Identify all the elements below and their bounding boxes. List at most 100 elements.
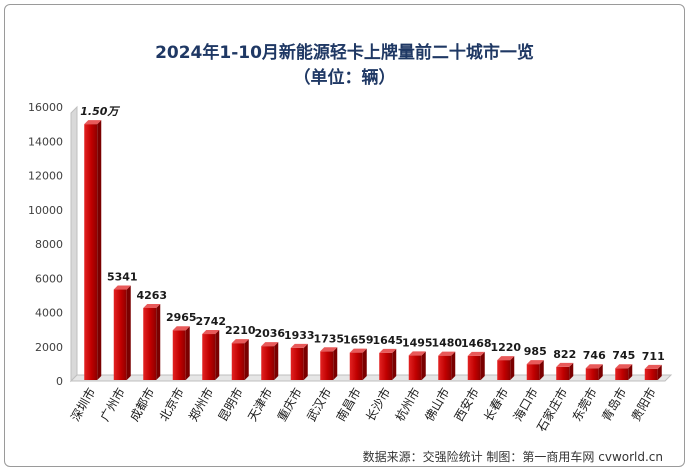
bar-side <box>510 356 515 380</box>
bar-top <box>143 303 161 308</box>
bar-front <box>615 368 629 380</box>
bar-side <box>480 351 485 380</box>
data-source-note: 数据来源：交强险统计 制图：第一商用车网 cvworld.cn <box>362 450 663 464</box>
bar <box>408 351 426 380</box>
bar-data-label: 2210 <box>225 324 256 337</box>
bar-side <box>333 347 338 380</box>
bar <box>172 326 190 380</box>
bar-front <box>172 330 186 380</box>
bar-top <box>84 120 102 125</box>
bar-side <box>539 360 544 380</box>
bar-front <box>438 355 452 380</box>
bar-top <box>556 362 574 367</box>
bar-top <box>320 347 338 352</box>
bar-front <box>379 352 393 380</box>
x-category-label: 重庆市 <box>274 385 305 424</box>
bar <box>113 285 131 380</box>
y-tick-label: 2000 <box>35 341 63 354</box>
bar-side <box>362 348 367 380</box>
bar-side <box>392 348 397 380</box>
bar-top <box>408 351 426 356</box>
y-tick-label: 10000 <box>28 204 63 217</box>
y-axis-wall <box>70 105 78 383</box>
bar-side <box>303 343 308 380</box>
x-category-label: 天津市 <box>244 385 275 424</box>
bar <box>349 348 367 380</box>
x-category-label: 东莞市 <box>569 385 600 424</box>
bar-side <box>628 364 633 380</box>
bar-top <box>172 326 190 331</box>
bar-top <box>585 364 603 369</box>
bar-front <box>84 124 98 380</box>
bar-data-label: 2742 <box>195 315 226 328</box>
y-tick-label: 8000 <box>35 238 63 251</box>
x-category-label: 北京市 <box>156 385 187 424</box>
bar-data-label: 822 <box>553 348 576 361</box>
x-category-label: 武汉市 <box>303 385 334 424</box>
bar <box>290 343 308 380</box>
bar <box>438 351 456 380</box>
y-tick-label: 12000 <box>28 170 63 183</box>
chart-title: 2024年1-10月新能源轻卡上牌量前二十城市一览 <box>155 43 534 63</box>
bar-data-label: 1480 <box>431 337 462 350</box>
bar-front <box>290 347 304 380</box>
bar-top <box>379 348 397 353</box>
x-category-label: 长春市 <box>480 385 511 424</box>
bar-front <box>231 343 245 380</box>
bar-side <box>244 339 249 380</box>
bar-top <box>438 351 456 356</box>
bar-data-label: 1495 <box>402 336 433 349</box>
bar-data-label: 2036 <box>254 327 285 340</box>
bar-side <box>569 362 574 380</box>
y-tick-label: 4000 <box>35 307 63 320</box>
y-tick-label: 0 <box>56 375 63 388</box>
bar-data-label: 1659 <box>343 334 374 347</box>
bar-front <box>261 346 275 380</box>
bar-front <box>526 364 540 380</box>
bar-data-label: 745 <box>612 349 635 362</box>
bar-top <box>202 330 220 335</box>
bar-side <box>126 285 131 380</box>
x-category-label: 广州市 <box>97 385 128 424</box>
bar-data-label: 1.50万 <box>80 105 120 118</box>
bar-front <box>467 355 481 380</box>
bar <box>556 362 574 380</box>
bar-front <box>202 334 216 380</box>
bar-front <box>497 360 511 380</box>
bar-data-label: 4263 <box>136 289 167 302</box>
bar <box>231 339 249 380</box>
x-category-label: 深圳市 <box>67 385 98 424</box>
bar <box>84 120 102 380</box>
bar-front <box>113 289 127 380</box>
bar-data-label: 1933 <box>284 329 315 342</box>
chart-frame <box>4 4 685 467</box>
bar-top <box>467 351 485 356</box>
bar-side <box>421 351 426 380</box>
x-category-label: 贵阳市 <box>628 385 659 424</box>
bar <box>467 351 485 380</box>
x-category-label: 西安市 <box>451 385 482 424</box>
bar-side <box>598 364 603 380</box>
bar-data-label: 1220 <box>490 341 521 354</box>
x-category-label: 杭州市 <box>392 385 423 424</box>
bar <box>644 364 662 380</box>
bar-data-label: 5341 <box>107 271 138 284</box>
bar-data-label: 1735 <box>313 332 344 345</box>
x-category-label: 南昌市 <box>333 385 364 424</box>
bar-front <box>320 351 334 380</box>
bar <box>615 364 633 380</box>
y-tick-label: 14000 <box>28 135 63 148</box>
bar <box>202 330 220 380</box>
x-category-label: 青岛市 <box>598 385 629 424</box>
x-category-label: 长沙市 <box>362 385 393 424</box>
bar-data-label: 746 <box>583 349 606 362</box>
bar <box>497 356 515 380</box>
bar-top <box>644 364 662 369</box>
bar-top <box>615 364 633 369</box>
bar-top <box>349 348 367 353</box>
bar-front <box>585 368 599 380</box>
bar-top <box>290 343 308 348</box>
y-tick-label: 6000 <box>35 272 63 285</box>
bar-front <box>349 352 363 380</box>
bar <box>261 342 279 380</box>
